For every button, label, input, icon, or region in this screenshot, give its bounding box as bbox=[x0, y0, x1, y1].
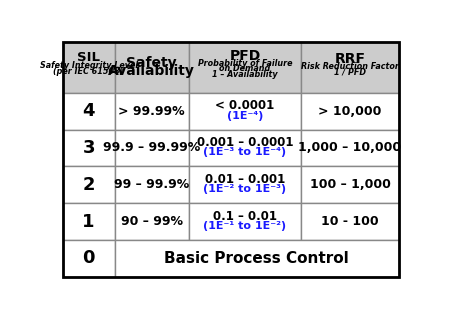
Text: Probability of Failure: Probability of Failure bbox=[198, 59, 292, 68]
Text: 1,000 – 10,000: 1,000 – 10,000 bbox=[298, 142, 401, 155]
Text: Basic Process Control: Basic Process Control bbox=[164, 251, 349, 266]
Text: 0.001 – 0.0001: 0.001 – 0.0001 bbox=[197, 136, 293, 149]
Bar bbox=[63, 167, 115, 203]
Bar bbox=[189, 167, 301, 203]
Text: (1E⁻² to 1E⁻³): (1E⁻² to 1E⁻³) bbox=[203, 184, 287, 194]
Text: (per IEC 61508): (per IEC 61508) bbox=[54, 67, 124, 76]
Bar bbox=[115, 130, 189, 167]
Text: 0: 0 bbox=[82, 249, 95, 267]
Bar bbox=[189, 93, 301, 130]
Bar bbox=[301, 42, 399, 93]
Bar bbox=[115, 93, 189, 130]
Bar bbox=[115, 203, 189, 240]
Text: Safety Integrity Level: Safety Integrity Level bbox=[40, 61, 138, 70]
Text: SIL: SIL bbox=[77, 51, 100, 64]
Bar bbox=[115, 42, 189, 93]
Text: < 0.0001: < 0.0001 bbox=[215, 99, 274, 112]
Text: 2: 2 bbox=[82, 176, 95, 194]
Bar bbox=[63, 203, 115, 240]
Bar bbox=[63, 240, 115, 277]
Text: Safety: Safety bbox=[126, 56, 177, 70]
Text: 90 – 99%: 90 – 99% bbox=[121, 215, 183, 228]
Text: 1 – Availability: 1 – Availability bbox=[212, 70, 278, 79]
Text: 3: 3 bbox=[82, 139, 95, 157]
Text: > 10,000: > 10,000 bbox=[318, 105, 382, 118]
Text: 0.01 – 0.001: 0.01 – 0.001 bbox=[205, 173, 285, 186]
Bar bbox=[63, 130, 115, 167]
Text: Availability: Availability bbox=[108, 64, 195, 78]
Text: (1E⁻³ to 1E⁻⁴): (1E⁻³ to 1E⁻⁴) bbox=[203, 147, 287, 157]
Text: 10 - 100: 10 - 100 bbox=[321, 215, 379, 228]
Bar bbox=[115, 167, 189, 203]
Text: 1 / PFD: 1 / PFD bbox=[334, 68, 366, 77]
Bar bbox=[189, 130, 301, 167]
Text: Risk Reduction Factor: Risk Reduction Factor bbox=[301, 62, 399, 71]
Text: PFD: PFD bbox=[230, 49, 261, 63]
Bar bbox=[189, 42, 301, 93]
Bar bbox=[63, 42, 115, 93]
Bar bbox=[115, 240, 399, 277]
Text: (1E⁻¹ to 1E⁻²): (1E⁻¹ to 1E⁻²) bbox=[203, 221, 287, 231]
Text: 1: 1 bbox=[82, 213, 95, 231]
Bar bbox=[63, 93, 115, 130]
Text: > 99.99%: > 99.99% bbox=[118, 105, 185, 118]
Text: RRF: RRF bbox=[334, 52, 365, 66]
Text: 4: 4 bbox=[82, 102, 95, 120]
Text: 99 – 99.9%: 99 – 99.9% bbox=[114, 178, 189, 191]
Bar bbox=[301, 130, 399, 167]
Bar bbox=[301, 167, 399, 203]
Text: 0.1 – 0.01: 0.1 – 0.01 bbox=[213, 210, 277, 223]
Text: 100 – 1,000: 100 – 1,000 bbox=[310, 178, 391, 191]
Bar bbox=[301, 93, 399, 130]
Text: on Demand: on Demand bbox=[219, 64, 270, 73]
Bar bbox=[301, 203, 399, 240]
Bar bbox=[189, 203, 301, 240]
Text: (1E⁻⁴): (1E⁻⁴) bbox=[227, 111, 263, 120]
Text: 99.9 – 99.99%: 99.9 – 99.99% bbox=[103, 142, 200, 155]
